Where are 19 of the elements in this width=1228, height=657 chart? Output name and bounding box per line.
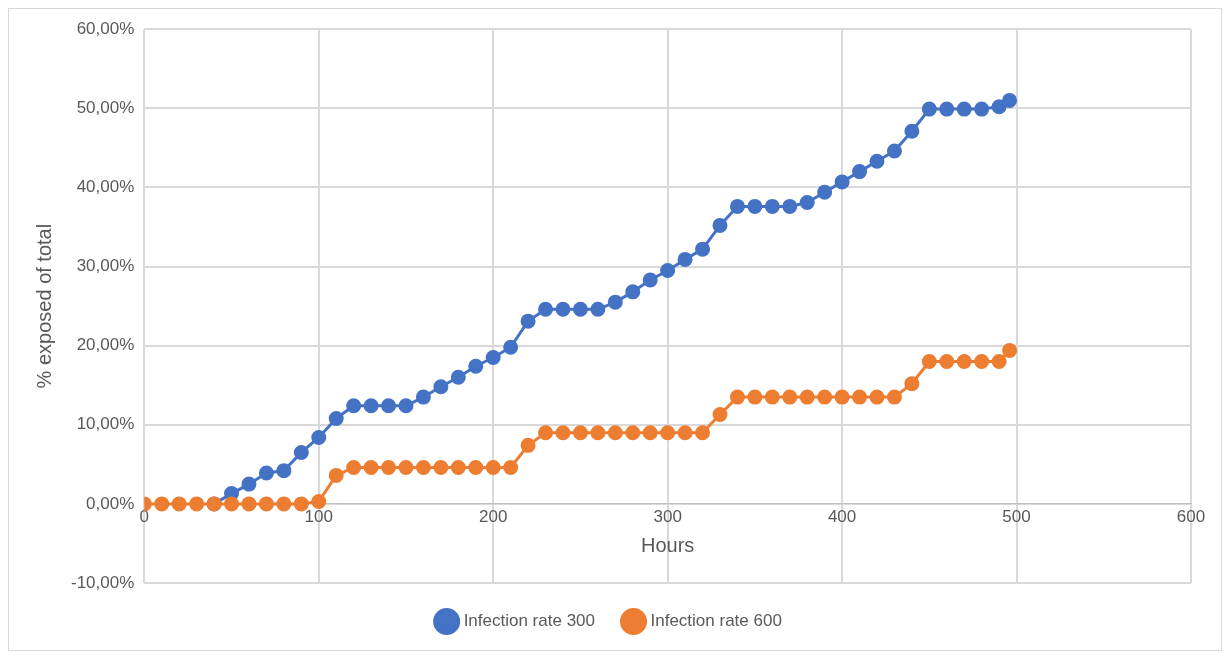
y-tick-label: 60,00%	[76, 18, 135, 38]
x-axis-title: Hours	[640, 533, 695, 556]
y-tick-label: 10,00%	[76, 414, 135, 434]
y-tick-label: 50,00%	[76, 98, 135, 117]
x-tick-label: 500	[1002, 506, 1031, 526]
y-tick-label: 0,00%	[86, 493, 135, 513]
y-tick-label: 30,00%	[76, 256, 135, 276]
x-tick-label: 200	[479, 506, 508, 526]
x-tick-label: 600	[1176, 506, 1206, 526]
legend-label: Infection rate 600	[650, 611, 782, 631]
y-tick-label: 40,00%	[76, 177, 135, 197]
x-tick-label: 300	[653, 506, 682, 526]
y-tick-label: -10,00%	[70, 572, 135, 592]
legend-label: Infection rate 300	[463, 611, 596, 631]
y-axis-title: % exposed of total	[32, 223, 55, 389]
x-tick-label: 0	[139, 506, 150, 526]
x-tick-label: 400	[827, 506, 857, 526]
y-tick-label: 20,00%	[76, 335, 135, 355]
x-tick-label: 100	[304, 506, 333, 526]
